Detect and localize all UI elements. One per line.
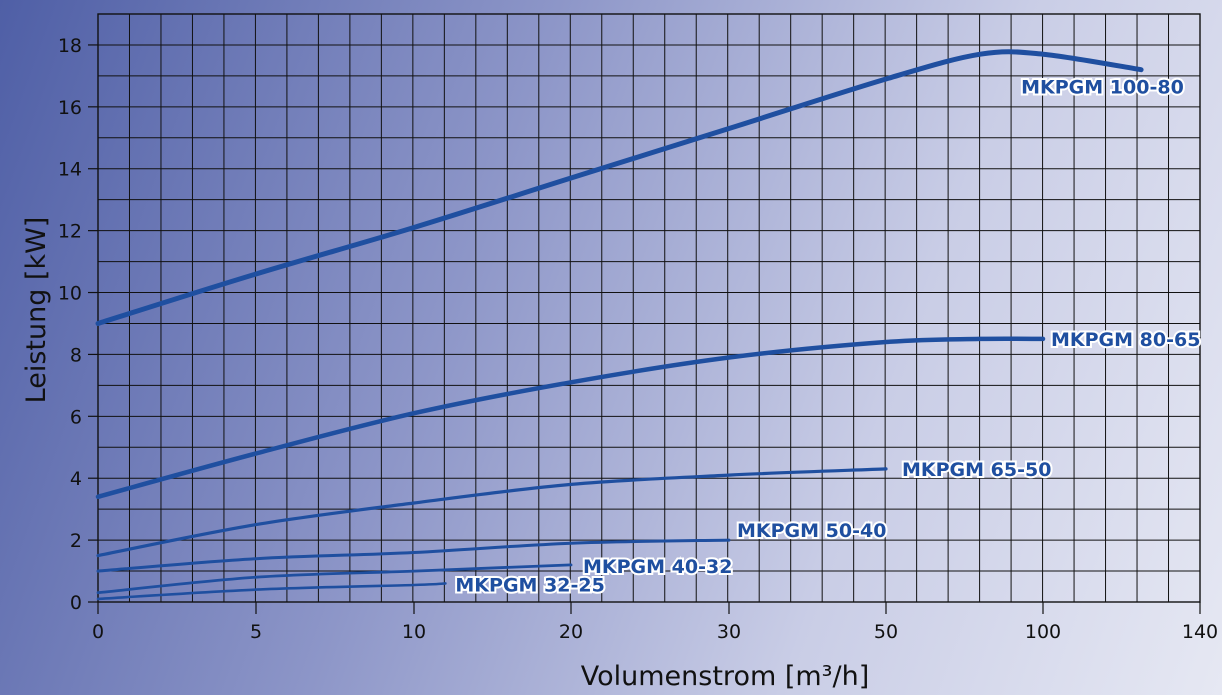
y-tick-label: 16 xyxy=(58,97,82,119)
series-label-mkpgm-50-40: MKPGM 50-40 xyxy=(737,520,886,542)
x-tick-label: 5 xyxy=(250,621,262,643)
y-axis-title: Leistung [kW] xyxy=(21,217,52,404)
chart-grid xyxy=(97,13,1201,603)
series-line-mkpgm-100-80 xyxy=(95,49,1144,326)
x-axis-title: Volumenstrom [m³/h] xyxy=(581,661,870,692)
x-tick-label: 10 xyxy=(402,621,426,643)
y-tick-label: 8 xyxy=(70,344,82,366)
x-tick-label: 30 xyxy=(717,621,741,643)
x-tick-label: 50 xyxy=(874,621,898,643)
y-tick-label: 14 xyxy=(58,159,82,181)
series-label-mkpgm-40-32: MKPGM 40-32 xyxy=(583,556,732,578)
y-tick-label: 18 xyxy=(58,35,82,57)
series-line-mkpgm-32-25 xyxy=(96,582,447,601)
y-axis-ticks: 0 2 4 6 8 10 12 14 16 18 xyxy=(58,35,98,614)
series-line-mkpgm-80-65 xyxy=(95,336,1046,500)
series-line-mkpgm-50-40 xyxy=(96,538,731,573)
plot-frame xyxy=(97,13,1201,603)
series-label-mkpgm-65-50: MKPGM 65-50 xyxy=(902,459,1051,481)
series-lines xyxy=(95,49,1144,601)
series-labels: MKPGM 100-80 MKPGM 80-65 MKPGM 65-50 MKPGM … xyxy=(453,75,1202,599)
y-tick-label: 2 xyxy=(70,530,82,552)
y-tick-label: 6 xyxy=(70,406,82,428)
y-tick-label: 4 xyxy=(70,468,82,490)
series-label-mkpgm-100-80: MKPGM 100-80 xyxy=(1021,77,1184,99)
y-tick-label: 10 xyxy=(58,283,82,305)
series-line-mkpgm-40-32 xyxy=(96,563,573,595)
x-tick-label: 140 xyxy=(1182,621,1218,643)
y-tick-label: 12 xyxy=(58,221,82,243)
x-axis-ticks: 0 5 10 20 30 50 100 140 xyxy=(92,602,1218,643)
series-label-mkpgm-80-65: MKPGM 80-65 xyxy=(1051,329,1200,351)
series-line-mkpgm-65-50 xyxy=(96,467,888,558)
x-tick-label: 100 xyxy=(1025,621,1061,643)
y-tick-label: 0 xyxy=(70,592,82,614)
x-tick-label: 20 xyxy=(559,621,583,643)
x-tick-label: 0 xyxy=(92,621,104,643)
series-label-mkpgm-32-25: MKPGM 32-25 xyxy=(455,574,604,596)
